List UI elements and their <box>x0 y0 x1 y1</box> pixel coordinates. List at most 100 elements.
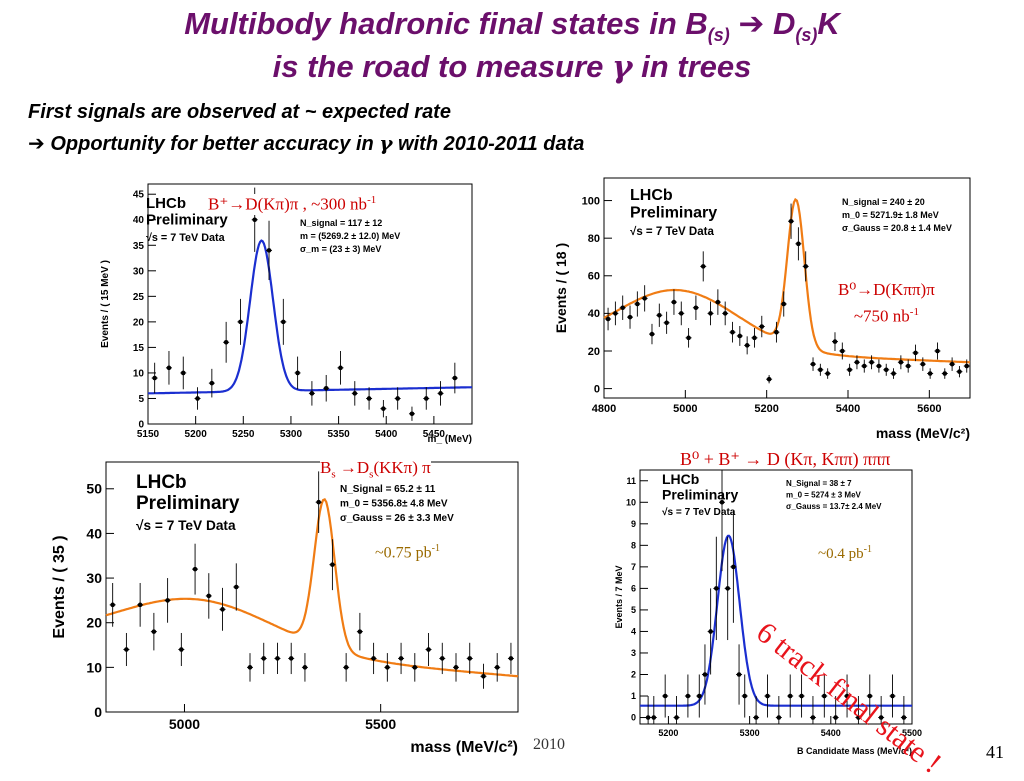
energy-label: √s = 7 TeV Data <box>146 232 226 244</box>
y-tick-label: 11 <box>626 476 636 486</box>
title-gamma: γ <box>612 49 633 85</box>
data-marker <box>678 311 684 316</box>
data-marker <box>898 359 904 365</box>
y-tick-label: 9 <box>631 519 636 529</box>
chart-bplus: 0 5 10 15 20 25 30 35 40 45 5150 5200 5250 5300 5350 54… <box>100 183 473 444</box>
data-marker <box>803 264 809 269</box>
experiment-label: LHCb <box>630 187 673 204</box>
data-marker <box>901 715 907 720</box>
x-tick-label: 5450 <box>423 429 446 440</box>
data-point <box>280 298 287 345</box>
data-marker <box>774 329 779 335</box>
title-text-b: D <box>764 6 796 41</box>
data-point <box>123 632 130 667</box>
data-point <box>260 642 267 675</box>
experiment-label: LHCb <box>146 195 186 212</box>
data-marker <box>467 656 473 661</box>
fit-stat: N_Signal = 65.2 ± 11 <box>340 484 436 495</box>
data-point <box>846 363 853 376</box>
data-point <box>700 251 707 282</box>
fit-stat: m_0 = 5274 ± 3 MeV <box>786 491 862 500</box>
data-marker <box>452 375 458 381</box>
data-marker <box>861 363 867 369</box>
data-marker <box>891 371 896 376</box>
annotation-six-track-lumi: ~0.4 pb-1 <box>818 544 872 563</box>
fit-stat: σ_Gauss = 26 ± 3.3 MeV <box>340 513 454 524</box>
x-tick-label: 5300 <box>280 429 303 440</box>
data-marker <box>352 391 358 396</box>
data-point <box>605 307 612 331</box>
y-tick-label: 40 <box>588 308 600 320</box>
x-tick-label: 5400 <box>375 429 398 440</box>
x-tick-label: 4800 <box>592 403 616 415</box>
chart-b0: 0 20 40 60 80 100 4800 5000 5200 5400 5600 Events /… <box>553 177 971 441</box>
subtitle-text-a: Opportunity for better accuracy in <box>44 133 380 155</box>
data-marker <box>696 693 702 699</box>
x-tick-label: 5000 <box>673 403 697 415</box>
plot-frame <box>639 469 913 725</box>
y-tick-label: 5 <box>631 605 636 615</box>
y-tick-label: 100 <box>582 195 600 207</box>
data-point <box>480 663 487 689</box>
preliminary-label: Preliminary <box>146 212 228 229</box>
data-marker <box>110 602 115 608</box>
data-marker <box>649 331 655 337</box>
fit-stat: m = (5269.2 ± 12.0) MeV <box>300 231 400 241</box>
y-axis-label: Events / 7 MeV <box>614 565 624 628</box>
data-point <box>795 227 802 261</box>
x-axis-label: B Candidate Mass (MeV/c²) <box>797 746 912 756</box>
annotation-bs-lumi: ~0.75 pb-1 <box>375 543 440 562</box>
data-point <box>151 362 158 394</box>
data-marker <box>920 361 926 367</box>
data-point <box>912 344 919 362</box>
data-point <box>619 295 626 320</box>
data-marker <box>627 314 633 320</box>
y-tick-label: 45 <box>133 190 145 201</box>
title-sub-2: (s) <box>795 25 818 46</box>
y-tick-label: 7 <box>631 562 636 572</box>
data-marker <box>725 586 730 591</box>
data-marker <box>395 396 400 401</box>
data-marker <box>657 312 662 318</box>
energy-label: √s = 7 TeV Data <box>662 506 736 518</box>
plot-frame <box>603 177 971 399</box>
data-marker <box>645 715 651 720</box>
data-marker <box>366 396 372 401</box>
data-point <box>394 387 401 410</box>
data-marker <box>869 359 874 365</box>
y-tick-label: 3 <box>631 648 636 658</box>
data-point <box>839 342 846 360</box>
data-point <box>780 291 787 317</box>
data-marker <box>266 248 272 253</box>
data-marker <box>330 562 335 567</box>
data-point <box>423 387 430 410</box>
data-marker <box>165 598 170 603</box>
data-point <box>878 696 885 724</box>
data-marker <box>744 343 750 348</box>
data-point <box>722 301 729 326</box>
data-marker <box>719 499 725 505</box>
data-marker <box>439 656 445 661</box>
data-point <box>890 368 897 379</box>
data-point <box>408 406 415 421</box>
annotation-b0-line2: ~750 nb-1 <box>838 301 935 328</box>
data-point <box>802 251 809 282</box>
fit-curve <box>105 498 519 678</box>
data-point <box>788 203 795 239</box>
data-marker <box>635 301 640 307</box>
y-tick-label: 25 <box>133 292 145 303</box>
data-marker <box>180 370 186 376</box>
data-point <box>641 285 648 312</box>
data-point <box>934 342 941 360</box>
fit-curve <box>603 197 971 364</box>
data-point <box>889 674 896 718</box>
footer-date: 2010 <box>533 736 565 753</box>
data-point <box>900 696 907 724</box>
data-marker <box>674 715 679 720</box>
data-marker <box>700 264 706 269</box>
data-point <box>861 359 868 373</box>
data-marker <box>423 396 429 401</box>
y-tick-label: 40 <box>133 215 145 226</box>
x-tick-label: 5200 <box>658 728 678 738</box>
x-tick-label: 5500 <box>365 716 396 732</box>
